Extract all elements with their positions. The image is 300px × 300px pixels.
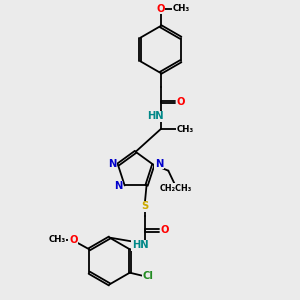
Text: CH₃: CH₃ — [173, 4, 190, 13]
Text: S: S — [141, 201, 149, 211]
Text: HN: HN — [147, 111, 164, 122]
Text: N: N — [108, 159, 116, 169]
Text: O: O — [161, 225, 170, 236]
Text: CH₃: CH₃ — [176, 125, 194, 134]
Text: N: N — [115, 181, 123, 191]
Text: O: O — [156, 4, 165, 14]
Text: HN: HN — [132, 240, 148, 250]
Text: Cl: Cl — [142, 271, 153, 281]
Text: N: N — [155, 159, 163, 169]
Text: O: O — [69, 235, 78, 245]
Text: CH₃: CH₃ — [48, 235, 65, 244]
Text: CH₂CH₃: CH₂CH₃ — [160, 184, 192, 193]
Text: O: O — [176, 97, 185, 107]
